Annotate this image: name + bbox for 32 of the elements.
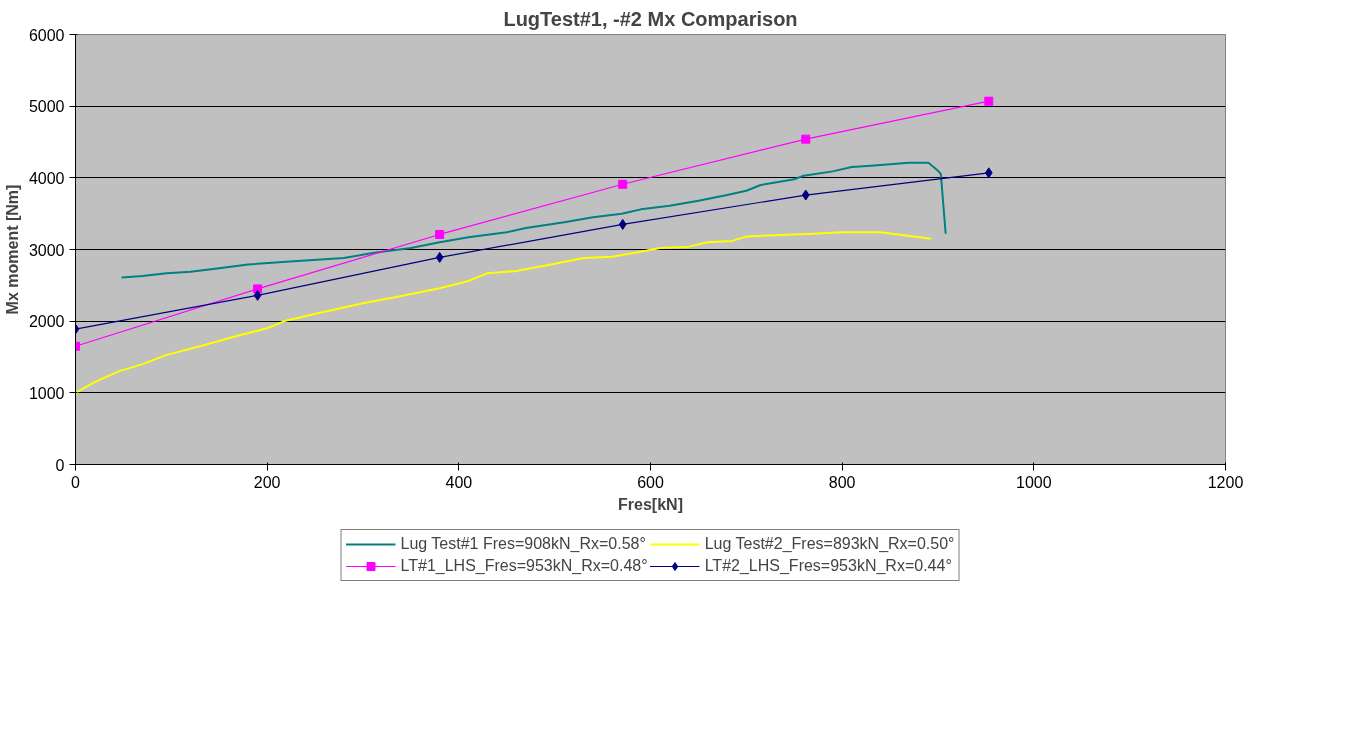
y-axis-title: Mx moment [Nm] xyxy=(3,184,21,315)
legend-label: LT#1_LHS_Fres=953kN_Rx=0.48° xyxy=(400,557,648,575)
y-tick-label: 4000 xyxy=(28,169,65,187)
y-tick-label: 6000 xyxy=(28,26,65,44)
point xyxy=(984,167,993,179)
chart-title: LugTest#1, -#2 Mx Comparison xyxy=(503,7,798,30)
point xyxy=(618,218,627,230)
legend-label: Lug Test#1 Fres=908kN_Rx=0.58° xyxy=(400,535,646,553)
point xyxy=(618,179,628,189)
y-tick-label: 1000 xyxy=(28,384,65,402)
y-tick-label: 2000 xyxy=(28,313,65,331)
x-tick-label: 1000 xyxy=(1016,473,1052,491)
point xyxy=(253,289,262,301)
point xyxy=(435,229,445,239)
x-axis-title: Fres[kN] xyxy=(618,495,683,513)
x-tick-label: 200 xyxy=(253,473,281,491)
x-tick-label: 800 xyxy=(828,473,856,491)
legend-label: LT#2_LHS_Fres=953kN_Rx=0.44° xyxy=(704,557,952,575)
x-tick-label: 1200 xyxy=(1207,473,1244,491)
x-tick-label: 600 xyxy=(637,473,664,491)
x-tick-label: 400 xyxy=(445,473,473,491)
point xyxy=(984,96,994,106)
line-series xyxy=(75,231,933,394)
x-tick-label: 0 xyxy=(71,473,81,491)
point xyxy=(801,134,811,144)
y-tick-label: 5000 xyxy=(28,98,65,116)
y-tick-label: 0 xyxy=(55,456,65,474)
point xyxy=(801,189,810,201)
line-series xyxy=(120,161,947,279)
point xyxy=(435,251,444,263)
legend-label: Lug Test#2_Fres=893kN_Rx=0.50° xyxy=(704,535,955,553)
y-tick-label: 3000 xyxy=(28,241,65,259)
